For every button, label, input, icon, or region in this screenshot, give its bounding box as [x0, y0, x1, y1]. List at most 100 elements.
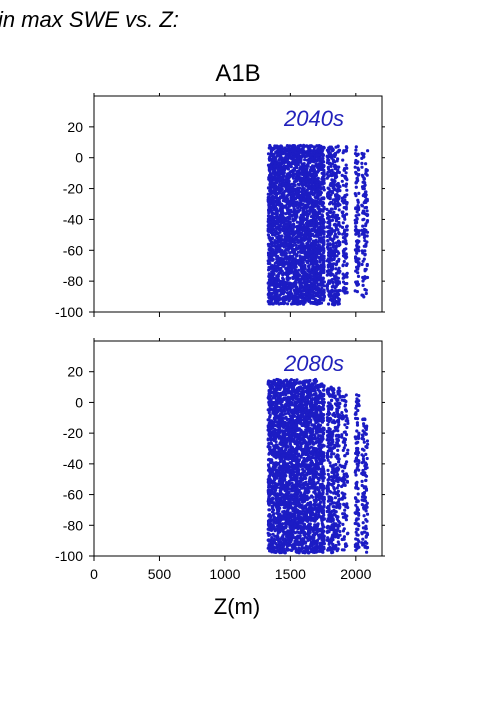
- data-point: [302, 238, 306, 242]
- data-point: [315, 212, 319, 216]
- data-point: [276, 534, 280, 538]
- data-point: [345, 188, 349, 192]
- data-point: [281, 285, 286, 290]
- data-point: [306, 149, 310, 153]
- data-point: [293, 183, 297, 187]
- data-point: [280, 147, 284, 152]
- data-point: [270, 291, 274, 295]
- data-point: [329, 289, 333, 293]
- data-point: [292, 204, 296, 208]
- y-tick-label: 0: [75, 150, 83, 166]
- data-point: [326, 148, 330, 153]
- data-point: [301, 186, 305, 190]
- data-point: [360, 262, 364, 267]
- data-point: [320, 238, 324, 242]
- data-point: [271, 217, 275, 221]
- data-point: [284, 262, 288, 266]
- data-point: [333, 292, 337, 296]
- data-point: [316, 240, 320, 244]
- data-point: [320, 152, 324, 156]
- data-point: [288, 192, 292, 196]
- data-point: [272, 272, 276, 276]
- data-point: [303, 276, 308, 281]
- data-point: [364, 172, 368, 176]
- data-point: [299, 197, 303, 201]
- data-point: [277, 153, 281, 158]
- data-point: [317, 163, 321, 167]
- data-point: [365, 219, 370, 223]
- data-point: [285, 158, 289, 162]
- data-point: [316, 148, 320, 152]
- data-point: [333, 244, 337, 248]
- data-point: [354, 206, 358, 210]
- data-point: [304, 221, 308, 225]
- data-point: [309, 220, 313, 225]
- data-point: [273, 178, 277, 182]
- data-point: [315, 223, 319, 227]
- data-point: [271, 270, 275, 274]
- data-point: [321, 148, 325, 152]
- data-point: [288, 209, 292, 213]
- data-point: [334, 271, 339, 276]
- data-point: [337, 208, 341, 212]
- data-point: [305, 163, 310, 167]
- data-point: [354, 171, 358, 175]
- data-point: [354, 194, 358, 198]
- data-point: [306, 264, 311, 268]
- data-point: [330, 263, 334, 267]
- data-point: [296, 250, 300, 254]
- data-point: [328, 145, 332, 149]
- data-point: [357, 257, 361, 261]
- data-point: [322, 294, 326, 298]
- data-point: [305, 286, 309, 290]
- data-point: [360, 228, 364, 232]
- data-point: [284, 229, 288, 233]
- data-point: [318, 167, 322, 171]
- data-point: [276, 175, 280, 179]
- data-point: [302, 287, 306, 291]
- data-point: [293, 297, 297, 301]
- data-point: [300, 255, 304, 259]
- data-point: [321, 156, 325, 161]
- data-point: [283, 282, 287, 287]
- data-point: [270, 184, 274, 188]
- y-tick-label: -60: [63, 242, 83, 258]
- data-point: [284, 247, 289, 251]
- data-point: [267, 253, 271, 257]
- data-point: [290, 182, 294, 186]
- data-point: [272, 294, 277, 298]
- data-point: [270, 206, 274, 210]
- data-point: [269, 148, 273, 152]
- data-point: [332, 171, 336, 175]
- data-point: [278, 182, 282, 186]
- data-point: [273, 265, 277, 269]
- data-point: [291, 233, 295, 237]
- data-point: [310, 254, 314, 258]
- data-point: [338, 288, 342, 293]
- data-point: [317, 230, 321, 234]
- data-point: [294, 164, 298, 168]
- data-point: [341, 286, 346, 290]
- data-point: [293, 257, 297, 261]
- data-point: [337, 297, 341, 302]
- data-point: [311, 239, 315, 243]
- data-point: [296, 410, 300, 414]
- data-point: [301, 172, 305, 176]
- data-point: [299, 155, 303, 159]
- data-point: [329, 229, 333, 233]
- data-point: [335, 235, 339, 239]
- data-point: [299, 240, 303, 244]
- data-point: [279, 271, 283, 275]
- data-point: [342, 201, 346, 205]
- data-point: [305, 144, 309, 148]
- data-point: [340, 179, 344, 183]
- data-point: [316, 187, 320, 191]
- data-point: [310, 180, 314, 184]
- data-point: [274, 193, 278, 197]
- data-point: [279, 301, 283, 305]
- data-point: [319, 249, 323, 253]
- data-point: [272, 252, 276, 257]
- data-point: [337, 241, 341, 245]
- data-point: [312, 217, 316, 221]
- data-point: [289, 164, 293, 168]
